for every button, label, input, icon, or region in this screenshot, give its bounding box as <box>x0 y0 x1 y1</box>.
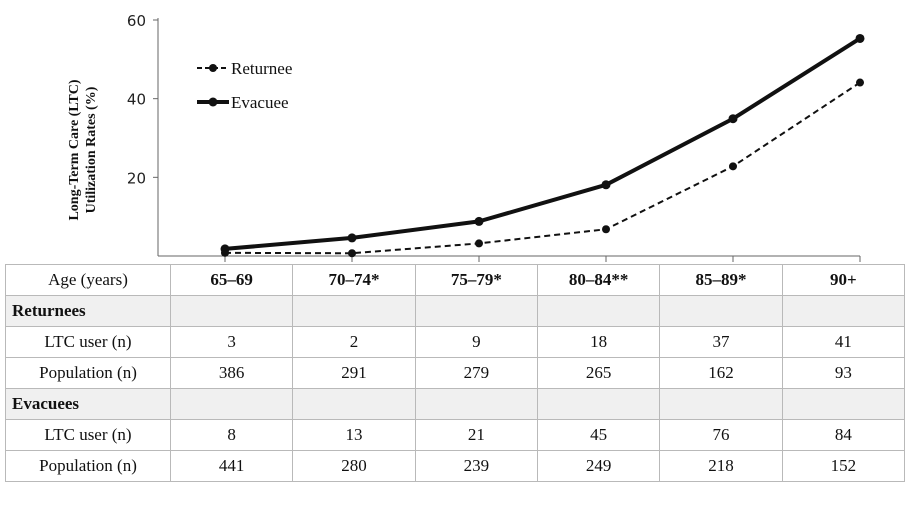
data-point <box>475 239 483 248</box>
table-cell: 13 <box>292 419 416 451</box>
table-row: Population (n) 386 291 279 265 162 93 <box>5 357 906 389</box>
table-cell: 3 <box>169 326 294 358</box>
table-row: LTC user (n) 8 13 21 45 76 84 <box>5 419 906 451</box>
data-table: Age (years) 65–69 70–74* 75–79* 80–84** 85–89… <box>5 264 906 482</box>
table-cell: 45 <box>536 419 661 451</box>
data-point <box>220 244 230 254</box>
age-group-header: 85–89* <box>659 264 783 296</box>
group-label: Returnees <box>5 295 171 327</box>
table-cell-empty <box>414 295 538 327</box>
legend-item: Returnee <box>197 59 292 78</box>
data-point <box>601 180 611 190</box>
data-point <box>729 162 737 171</box>
data-point <box>474 216 484 226</box>
y-tick-label: 60 <box>127 12 146 30</box>
table-header: Age (years) 65–69 70–74* 75–79* 80–84** 85–89… <box>5 264 906 296</box>
table-cell: 21 <box>414 419 538 451</box>
table-cell: 441 <box>169 450 294 482</box>
data-point <box>856 78 864 87</box>
table-cell-empty <box>536 295 661 327</box>
y-axis-title-line: Utilization Rates (%) <box>84 86 99 213</box>
group-row: Returnees <box>5 295 906 327</box>
table-cell: 37 <box>659 326 783 358</box>
table-cell: 249 <box>536 450 661 482</box>
table-row: LTC user (n) 3 2 9 18 37 41 <box>5 326 906 358</box>
line-chart: Long-Term Care (LTC) Utilization Rates (%… <box>67 12 865 262</box>
legend-label: Returnee <box>231 59 292 78</box>
age-group-header: 80–84** <box>536 264 661 296</box>
data-point <box>728 114 738 124</box>
table-cell: 239 <box>414 450 538 482</box>
table-cell-empty <box>781 388 906 420</box>
row-label: Population (n) <box>5 357 171 389</box>
table-cell: 76 <box>659 419 783 451</box>
y-axis-title-line: Long-Term Care (LTC) <box>67 79 82 220</box>
series-layer <box>220 33 865 258</box>
age-group-header: 65–69 <box>169 264 294 296</box>
table-cell: 152 <box>781 450 906 482</box>
table-cell-empty <box>169 295 294 327</box>
table-cell: 2 <box>292 326 416 358</box>
group-row: Evacuees <box>5 388 906 420</box>
legend-marker <box>209 64 217 72</box>
legend-marker <box>208 97 218 107</box>
table-cell-empty <box>292 295 416 327</box>
y-tick-label: 40 <box>127 91 146 109</box>
group-label: Evacuees <box>5 388 171 420</box>
table-cell-empty <box>292 388 416 420</box>
age-group-header: 90+ <box>781 264 906 296</box>
data-point <box>347 233 357 243</box>
table-cell-empty <box>414 388 538 420</box>
y-tick-label: 20 <box>127 169 146 187</box>
table-cell: 93 <box>781 357 906 389</box>
legend-label: Evacuee <box>231 93 289 112</box>
table-cell: 265 <box>536 357 661 389</box>
table-cell: 18 <box>536 326 661 358</box>
row-label: Population (n) <box>5 450 171 482</box>
table-header-row: Age (years) 65–69 70–74* 75–79* 80–84** 85–89… <box>5 264 906 296</box>
table-cell: 279 <box>414 357 538 389</box>
age-group-header: 70–74* <box>292 264 416 296</box>
table-cell: 162 <box>659 357 783 389</box>
table-cell: 41 <box>781 326 906 358</box>
table-cell-empty <box>781 295 906 327</box>
data-point <box>855 33 865 43</box>
table-row: Population (n) 441 280 239 249 218 152 <box>5 450 906 482</box>
table-cell-empty <box>659 388 783 420</box>
row-label: LTC user (n) <box>5 419 171 451</box>
table-cell: 84 <box>781 419 906 451</box>
age-group-header: 75–79* <box>414 264 538 296</box>
y-axis-title: Long-Term Care (LTC) Utilization Rates (%… <box>67 79 99 220</box>
chart-axes <box>157 18 860 257</box>
row-label: LTC user (n) <box>5 326 171 358</box>
data-point <box>348 249 356 258</box>
series-evacuee <box>220 33 865 254</box>
legend: Returnee Evacuee <box>197 59 292 112</box>
table-cell-empty <box>659 295 783 327</box>
table-cell: 9 <box>414 326 538 358</box>
legend-item: Evacuee <box>197 93 289 112</box>
series-line <box>224 81 861 255</box>
table-cell: 218 <box>659 450 783 482</box>
table-cell-empty <box>169 388 294 420</box>
series-line <box>224 36 862 251</box>
series-returnee <box>221 78 864 258</box>
tick-labels: 20 40 60 <box>127 12 861 262</box>
table-cell: 280 <box>292 450 416 482</box>
table-cell: 291 <box>292 357 416 389</box>
table-header-label: Age (years) <box>5 264 171 296</box>
table-body: Returnees LTC user (n) 3 2 9 18 37 41 Population… <box>5 295 906 482</box>
table-cell: 8 <box>169 419 294 451</box>
table-cell-empty <box>536 388 661 420</box>
table-cell: 386 <box>169 357 294 389</box>
data-point <box>602 225 610 234</box>
